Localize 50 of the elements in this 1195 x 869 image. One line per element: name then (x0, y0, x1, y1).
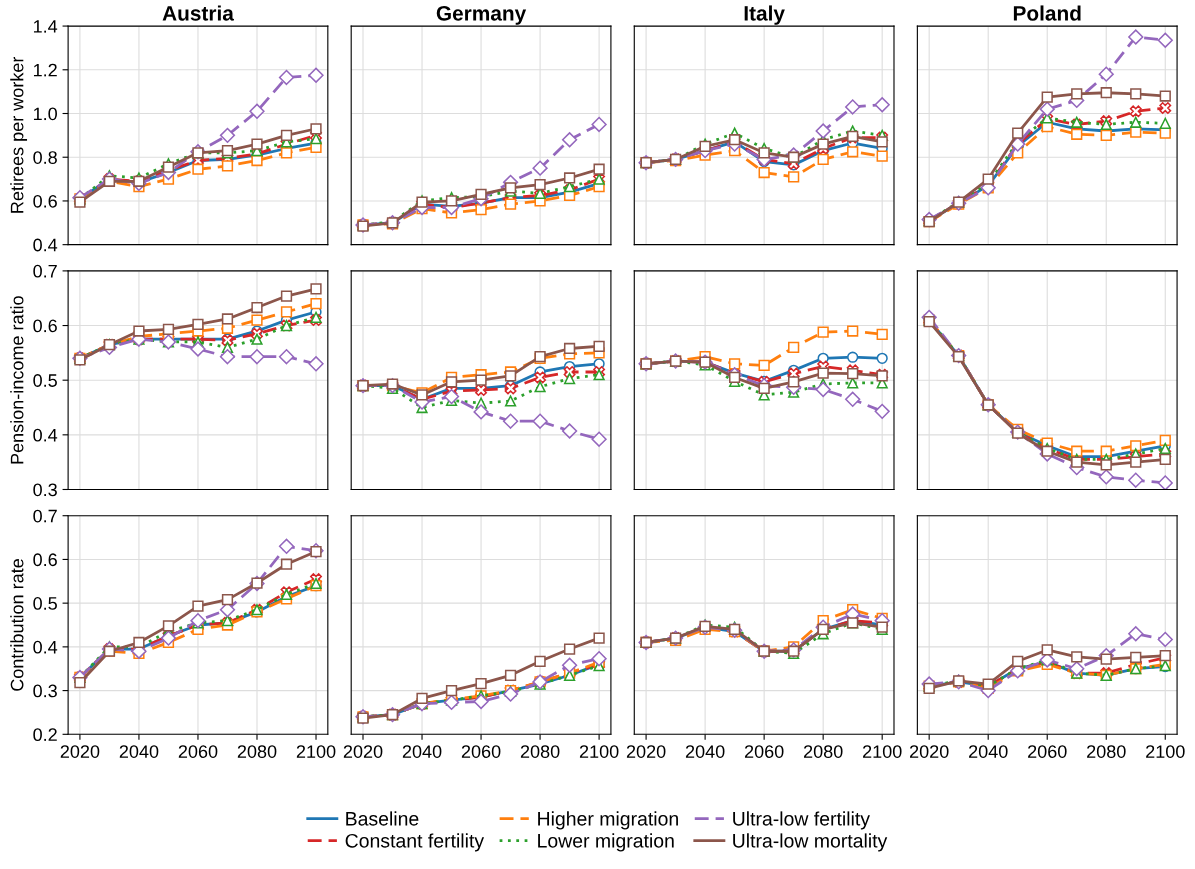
y-tick-label: 0.4 (33, 238, 58, 252)
legend-label: Ultra-low mortality (733, 833, 888, 852)
y-tick-label: 0.7 (33, 264, 57, 278)
legend-label: Constant fertility (345, 833, 485, 852)
y-tick-label: 0.2 (33, 728, 57, 742)
y-tick-label: 0.5 (33, 597, 57, 610)
chart-title: Germany (436, 5, 527, 25)
legend-label: Lower migration (538, 833, 674, 852)
x-tick-label: 2080 (1087, 745, 1126, 758)
x-tick-label: 2100 (1146, 745, 1185, 758)
x-tick-label: 2060 (461, 745, 501, 758)
y-axis-title: Contribution rate (10, 559, 24, 691)
x-tick-label: 2040 (969, 745, 1008, 758)
x-tick-label: 2100 (579, 745, 619, 758)
x-tick-label: 2040 (402, 745, 442, 758)
y-tick-label: 0.3 (33, 483, 57, 497)
x-tick-label: 2020 (626, 745, 666, 758)
y-tick-label: 0.6 (33, 319, 57, 333)
y-tick-label: 0.3 (33, 684, 57, 698)
x-tick-label: 2060 (744, 745, 784, 758)
x-tick-label: 2100 (863, 745, 902, 758)
legend-label: Baseline (346, 811, 419, 826)
y-tick-label: 0.8 (33, 151, 57, 164)
x-tick-label: 2020 (343, 745, 383, 758)
y-tick-label: 0.4 (33, 640, 58, 654)
x-tick-label: 2080 (520, 745, 560, 758)
x-tick-label: 2040 (119, 745, 159, 758)
y-tick-label: 0.5 (33, 374, 57, 387)
y-tick-label: 0.7 (33, 509, 57, 523)
x-tick-label: 2020 (60, 745, 100, 758)
x-tick-label: 2100 (296, 745, 336, 758)
x-tick-label: 2080 (237, 745, 277, 758)
y-tick-label: 0.4 (33, 428, 58, 442)
y-tick-label: 1.0 (33, 107, 57, 121)
y-tick-label: 0.6 (33, 553, 57, 567)
y-axis-title: Retirees per worker (10, 56, 28, 213)
y-tick-label: 1.2 (33, 63, 57, 77)
legend-label: Ultra-low fertility (733, 811, 870, 830)
y-tick-label: 0.6 (33, 194, 57, 208)
y-tick-label: 1.4 (33, 20, 58, 33)
chart-title: Italy (744, 5, 785, 25)
x-tick-label: 2040 (685, 745, 725, 758)
x-tick-label: 2020 (910, 745, 949, 758)
legend-label: Higher migration (538, 811, 678, 830)
chart-title: Austria (162, 5, 234, 21)
x-tick-label: 2080 (803, 745, 843, 758)
x-tick-label: 2060 (1028, 745, 1067, 758)
chart-title: Poland (1013, 5, 1081, 21)
x-tick-label: 2060 (178, 745, 218, 758)
y-axis-title: Pension-income ratio (10, 296, 24, 464)
